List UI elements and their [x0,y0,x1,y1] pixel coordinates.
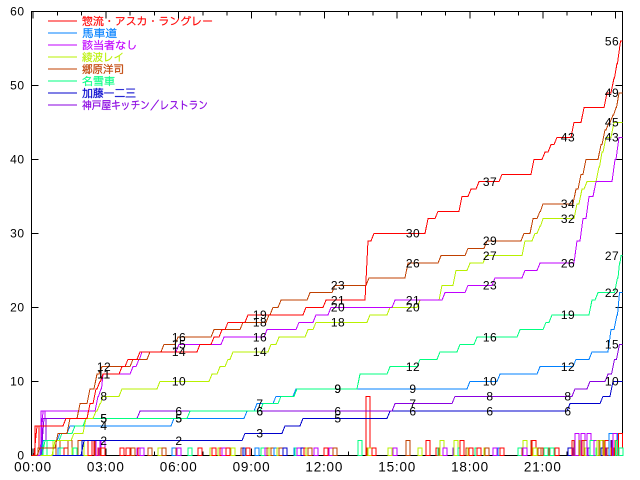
svg-text:10: 10 [10,375,24,389]
svg-text:12:00: 12:00 [305,460,343,475]
svg-text:18: 18 [331,316,345,330]
svg-text:8: 8 [564,390,571,404]
svg-text:11: 11 [97,367,110,381]
svg-text:6: 6 [175,404,182,418]
svg-text:11: 11 [97,367,110,381]
svg-text:15: 15 [172,338,186,352]
svg-text:10: 10 [172,375,186,389]
svg-text:10: 10 [483,375,497,389]
svg-text:4: 4 [100,419,107,433]
svg-text:6: 6 [256,404,263,418]
svg-text:56: 56 [605,34,619,48]
svg-text:2: 2 [100,434,107,448]
svg-text:8: 8 [486,390,493,404]
svg-text:19: 19 [253,308,267,322]
svg-text:45: 45 [605,116,619,130]
svg-text:18:00: 18:00 [451,460,489,475]
svg-text:6: 6 [334,404,341,418]
svg-text:27: 27 [605,249,619,263]
svg-text:16: 16 [483,330,497,344]
svg-text:20: 20 [406,301,420,315]
svg-text:06:00: 06:00 [160,460,198,475]
svg-text:9: 9 [409,382,416,396]
svg-text:0: 0 [17,449,24,463]
svg-text:30: 30 [10,227,24,241]
svg-text:12: 12 [561,360,575,374]
svg-text:22: 22 [605,286,619,300]
svg-text:14: 14 [172,345,186,359]
svg-text:00:00: 00:00 [14,460,52,475]
svg-text:20: 20 [10,301,24,315]
svg-text:2: 2 [175,434,182,448]
svg-text:29: 29 [483,234,497,248]
svg-text:8: 8 [100,390,107,404]
svg-text:7: 7 [409,397,416,411]
svg-text:37: 37 [483,175,497,189]
svg-text:7: 7 [256,397,263,411]
svg-text:26: 26 [561,256,575,270]
svg-text:10: 10 [605,375,619,389]
svg-text:9: 9 [334,382,341,396]
svg-text:03:00: 03:00 [87,460,125,475]
svg-text:40: 40 [10,153,24,167]
svg-text:6: 6 [486,404,493,418]
svg-text:3: 3 [256,427,263,441]
svg-text:30: 30 [406,227,420,241]
svg-text:6: 6 [409,404,416,418]
svg-text:26: 26 [406,256,420,270]
svg-text:23: 23 [331,279,345,293]
svg-text:9: 9 [334,382,341,396]
svg-text:12: 12 [97,360,111,374]
svg-text:21: 21 [406,293,420,307]
svg-text:27: 27 [483,249,497,263]
svg-text:6: 6 [256,404,263,418]
svg-text:21: 21 [331,293,345,307]
svg-text:18: 18 [253,316,267,330]
svg-text:12: 12 [406,360,420,374]
svg-text:5: 5 [100,412,107,426]
svg-text:5: 5 [175,412,182,426]
svg-text:43: 43 [605,131,619,145]
svg-text:09:00: 09:00 [233,460,271,475]
svg-text:15: 15 [605,338,619,352]
svg-text:60: 60 [10,5,24,19]
svg-text:6: 6 [564,404,571,418]
svg-text:43: 43 [561,131,575,145]
svg-text:16: 16 [172,330,186,344]
svg-text:16: 16 [253,330,267,344]
svg-text:15:00: 15:00 [378,460,416,475]
svg-text:5: 5 [100,412,107,426]
svg-text:23: 23 [483,279,497,293]
svg-text:5: 5 [334,412,341,426]
svg-text:5: 5 [175,412,182,426]
svg-text:50: 50 [10,79,24,93]
svg-text:34: 34 [561,197,575,211]
svg-text:20: 20 [331,301,345,315]
svg-text:21:00: 21:00 [524,460,562,475]
svg-text:19: 19 [561,308,575,322]
svg-text:14: 14 [253,345,267,359]
svg-text:49: 49 [605,86,619,100]
svg-text:32: 32 [561,212,575,226]
